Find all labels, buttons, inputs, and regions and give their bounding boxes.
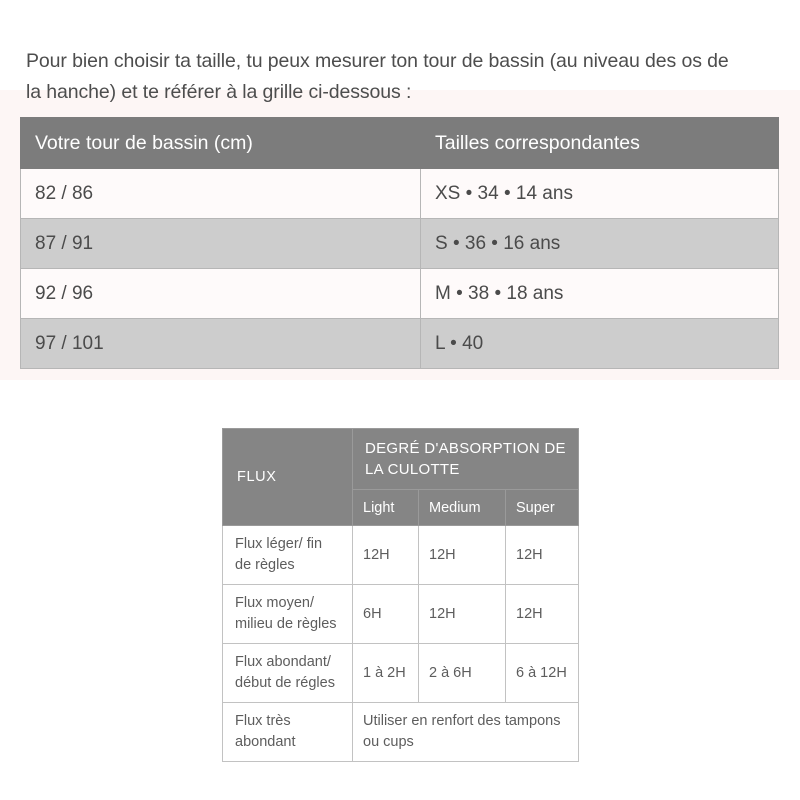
absorption-level-light: Light (352, 489, 419, 526)
table-row: Flux abondant/ début de régles 1 à 2H 2 … (222, 643, 579, 703)
table-row: FLUX DEGRÉ D'ABSORPTION DE LA CULOTTE (222, 428, 579, 526)
duration-light-cell: 1 à 2H (352, 643, 419, 703)
table-row: Light Medium Super (223, 489, 579, 526)
duration-medium-cell: 2 à 6H (418, 643, 506, 703)
flux-column-header: FLUX (222, 428, 353, 526)
size-value-cell: XS • 34 • 14 ans (420, 168, 779, 219)
duration-medium-cell: 12H (418, 584, 506, 644)
size-measure-cell: 82 / 86 (20, 168, 421, 219)
table-row: Votre tour de bassin (cm) Tailles corres… (20, 117, 779, 169)
absorption-table-body: Flux léger/ fin de règles 12H 12H 12H Fl… (222, 525, 579, 762)
size-guide-table: Votre tour de bassin (cm) Tailles corres… (20, 117, 779, 369)
absorption-level-medium: Medium (418, 489, 506, 526)
table-row: Flux moyen/ milieu de règles 6H 12H 12H (222, 584, 579, 644)
size-measure-cell: 97 / 101 (20, 318, 421, 369)
duration-super-cell: 12H (505, 584, 579, 644)
absorption-table-head: FLUX DEGRÉ D'ABSORPTION DE LA CULOTTE Li… (222, 428, 579, 526)
size-table-head: Votre tour de bassin (cm) Tailles corres… (20, 117, 779, 169)
flux-note-cell: Utiliser en renfort des tampons ou cups (352, 702, 579, 762)
size-value-cell: S • 36 • 16 ans (420, 218, 779, 269)
duration-super-cell: 12H (505, 525, 579, 585)
flux-type-cell: Flux abondant/ début de régles (222, 643, 353, 703)
table-row: 97 / 101 L • 40 (20, 318, 779, 369)
size-table-header-measure: Votre tour de bassin (cm) (20, 117, 421, 169)
duration-light-cell: 12H (352, 525, 419, 585)
flux-type-cell: Flux moyen/ milieu de règles (222, 584, 353, 644)
absorption-level-super: Super (505, 489, 579, 526)
size-table-body: 82 / 86 XS • 34 • 14 ans 87 / 91 S • 36 … (20, 168, 779, 369)
table-row: 87 / 91 S • 36 • 16 ans (20, 218, 779, 269)
size-table-header-size: Tailles correspondantes (420, 117, 779, 169)
intro-paragraph: Pour bien choisir ta taille, tu peux mes… (26, 49, 729, 103)
flux-type-cell: Flux léger/ fin de règles (222, 525, 353, 585)
flux-type-cell: Flux très abondant (222, 702, 353, 762)
size-measure-cell: 87 / 91 (20, 218, 421, 269)
absorption-table: FLUX DEGRÉ D'ABSORPTION DE LA CULOTTE Li… (222, 428, 579, 762)
absorption-degree-header: DEGRÉ D'ABSORPTION DE LA CULOTTE (352, 428, 579, 490)
duration-light-cell: 6H (352, 584, 419, 644)
table-row: 92 / 96 M • 38 • 18 ans (20, 268, 779, 319)
size-measure-cell: 92 / 96 (20, 268, 421, 319)
size-value-cell: L • 40 (420, 318, 779, 369)
size-value-cell: M • 38 • 18 ans (420, 268, 779, 319)
duration-super-cell: 6 à 12H (505, 643, 579, 703)
table-row: 82 / 86 XS • 34 • 14 ans (20, 168, 779, 219)
table-row: Flux léger/ fin de règles 12H 12H 12H (222, 525, 579, 585)
duration-medium-cell: 12H (418, 525, 506, 585)
table-row: Flux très abondant Utiliser en renfort d… (222, 702, 579, 762)
